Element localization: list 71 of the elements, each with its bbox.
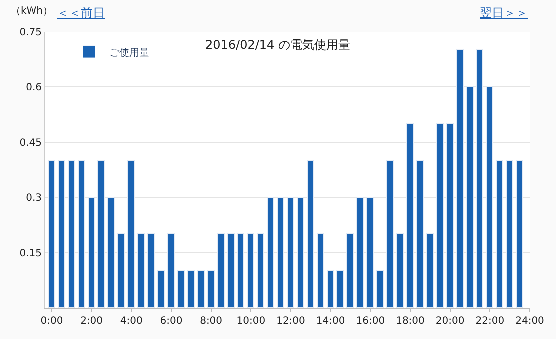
bar [298,198,304,308]
bar [386,160,394,308]
bar [356,198,364,308]
bar [456,50,464,308]
bar [406,124,414,308]
y-tick-label: 0.15 [20,248,42,260]
text: ＜＜前日 [57,6,105,20]
x-tick-label: 20:00 [436,316,465,327]
bar [476,50,483,308]
x-tick-label: 4:00 [120,316,143,327]
bar [48,160,55,308]
bar [486,86,493,308]
bar [288,198,294,308]
x-tick-label: 18:00 [396,316,425,327]
x-tick-label: 12:00 [276,316,306,327]
bar [278,198,284,308]
bar [138,234,145,308]
x-tick-label: 10:00 [236,316,266,327]
bar [318,234,324,308]
bar [426,234,434,308]
bar [366,198,374,308]
x-tick-label: 0:00 [40,316,64,327]
bar [376,270,384,308]
bar [466,86,474,308]
bar [158,270,165,308]
y-tick-label: 0.75 [20,28,42,38]
legend-label: ご使用量 [109,48,150,59]
bar [228,234,235,308]
bar [168,234,175,308]
bar [188,270,195,308]
bar [128,160,135,308]
bar [208,270,215,308]
bar [108,198,115,308]
bar [328,270,334,308]
x-tick-label: 16:00 [356,316,386,327]
bar [516,160,523,308]
y-tick-label: 0.45 [20,138,42,149]
x-tick-label: 22:00 [476,316,505,327]
bar [396,234,404,308]
bar [98,160,105,308]
bar [178,270,185,308]
bar [258,234,264,308]
y-axis-title: （kWh） [11,6,54,17]
text: 2016/02/14 の電気使用量 [206,38,350,52]
x-tick-label: 14:00 [316,316,346,327]
x-tick-label: 8:00 [200,316,223,327]
bar [118,234,125,308]
bar [268,198,274,308]
bar [308,160,314,308]
y-tick-label: 0.6 [26,82,42,94]
bar [198,270,205,308]
bar [148,234,155,308]
bar [436,124,444,308]
bar [248,234,254,308]
bar [238,234,244,308]
bar [88,198,95,308]
x-tick-label: 2:00 [80,316,104,327]
bar [446,124,454,308]
bar [78,160,85,308]
y-tick-label: 0.3 [26,193,42,204]
bar [496,160,503,308]
bar [346,234,354,308]
bar [416,160,424,308]
x-tick-label: 6:00 [160,316,183,327]
bar [506,160,513,308]
text: 翌日＞＞ [480,6,528,20]
bar [58,160,65,308]
bar [336,270,344,308]
bar [68,160,75,308]
x-tick-label: 24:00 [516,316,544,327]
bar [218,234,225,308]
